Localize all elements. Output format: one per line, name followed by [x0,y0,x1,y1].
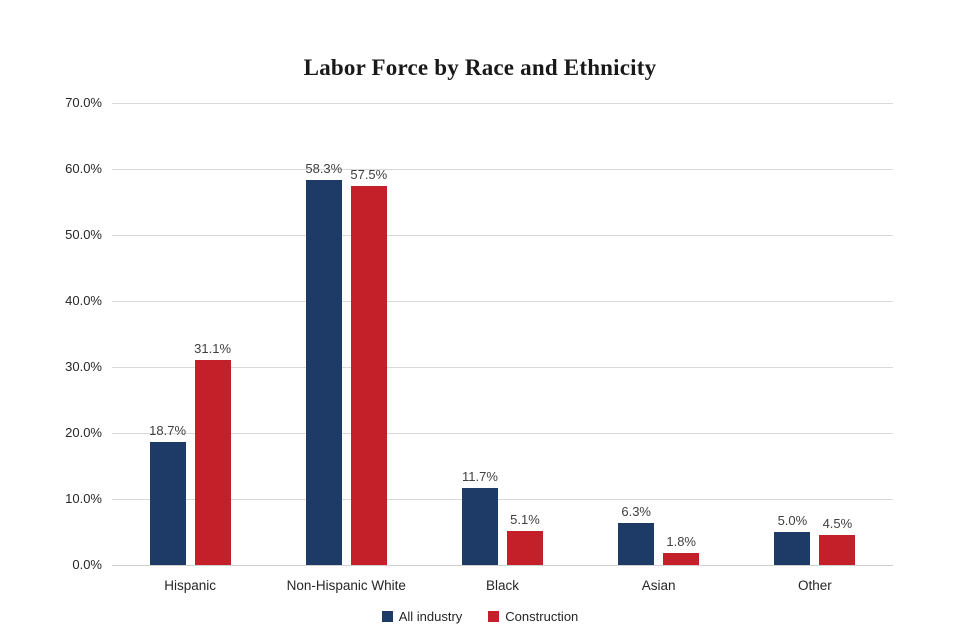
y-tick-label: 30.0% [65,359,102,374]
gridline [112,366,893,368]
legend-label: All industry [398,609,463,624]
legend-label: Construction [505,609,579,624]
y-tick-label: 10.0% [65,491,102,506]
bar-value-label: 4.5% [822,516,853,532]
chart-title: Labor Force by Race and Ethnicity [303,55,657,80]
legend-item-all-industry: All industry [381,609,463,624]
gridline [112,234,893,236]
x-category-label: Other [798,578,832,593]
bar-all-industry-other [774,532,811,565]
bar-value-label: 18.7% [149,422,187,438]
bar-value-label: 5.0% [777,513,808,528]
gridline [112,102,893,104]
bar-construction-asian [663,553,700,565]
gridline [112,168,893,170]
y-tick-label: 0.0% [72,557,102,572]
bar-construction-non-hispanic-white [350,185,387,565]
x-category-label: Non-Hispanic White [286,578,406,593]
bar-value-label: 6.3% [621,504,651,520]
bar-all-industry-black [462,487,498,565]
legend: All industry Construction [0,609,960,624]
gridline [112,432,893,434]
bar-value-label: 5.1% [510,512,540,528]
bar-construction-hispanic [194,359,231,565]
bar-value-label: 57.5% [350,166,388,182]
x-axis-line [112,564,893,566]
bar-value-label: 11.7% [462,468,498,484]
bar-all-industry-hispanic [149,441,186,565]
legend-item-construction: Construction [488,609,578,624]
bar-value-label: 1.8% [666,534,696,550]
bar-construction-black [507,531,543,565]
bar-value-label: 31.1% [194,340,232,356]
y-tick-label: 70.0% [65,95,102,110]
x-category-label: Hispanic [164,578,216,593]
x-category-label: Black [485,578,519,593]
gridline [112,300,893,302]
gridline [112,498,893,500]
x-category-label: Asian [641,578,676,593]
y-tick-label: 40.0% [65,293,102,308]
bar-all-industry-non-hispanic-white [305,180,342,565]
bar-value-label: 58.3% [305,161,343,177]
legend-swatch-construction [488,611,500,622]
bar-construction-other [819,535,856,565]
y-tick-label: 20.0% [65,425,102,440]
bar-all-industry-asian [618,523,655,565]
legend-swatch-all-industry [381,611,393,622]
y-tick-label: 50.0% [65,227,102,242]
y-tick-label: 60.0% [65,161,102,176]
